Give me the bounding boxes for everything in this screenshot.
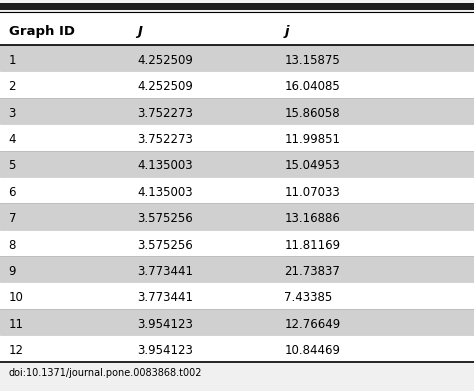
Text: 21.73837: 21.73837 [284, 265, 340, 278]
Text: Graph ID: Graph ID [9, 25, 74, 38]
Bar [0, 309, 474, 335]
Text: 3.954123: 3.954123 [137, 318, 193, 331]
Text: J: J [137, 25, 142, 38]
Bar [0, 12, 474, 45]
Text: 11: 11 [9, 318, 24, 331]
Text: 8: 8 [9, 239, 16, 251]
Text: 15.86058: 15.86058 [284, 107, 340, 120]
Text: 5: 5 [9, 160, 16, 172]
Text: 1: 1 [9, 54, 16, 67]
Text: 3.954123: 3.954123 [137, 344, 193, 357]
Bar [0, 230, 474, 256]
Text: 13.16886: 13.16886 [284, 212, 340, 225]
Text: 11.07033: 11.07033 [284, 186, 340, 199]
Bar [0, 256, 474, 282]
Bar [0, 335, 474, 362]
Bar [0, 203, 474, 230]
Text: 12.76649: 12.76649 [284, 318, 341, 331]
Text: 10: 10 [9, 291, 23, 304]
Text: 4.252509: 4.252509 [137, 80, 193, 93]
Bar [0, 3, 474, 10]
Text: doi:10.1371/journal.pone.0083868.t002: doi:10.1371/journal.pone.0083868.t002 [9, 368, 202, 378]
Text: 13.15875: 13.15875 [284, 54, 340, 67]
Text: 9: 9 [9, 265, 16, 278]
Text: 7: 7 [9, 212, 16, 225]
Text: 3.752273: 3.752273 [137, 133, 193, 146]
Text: j: j [284, 25, 289, 38]
Bar [0, 177, 474, 203]
Text: 7.43385: 7.43385 [284, 291, 333, 304]
Text: 11.99851: 11.99851 [284, 133, 340, 146]
Text: 4.135003: 4.135003 [137, 186, 193, 199]
Text: 15.04953: 15.04953 [284, 160, 340, 172]
Bar [0, 45, 474, 71]
Text: 12: 12 [9, 344, 24, 357]
Text: 4: 4 [9, 133, 16, 146]
Text: 2: 2 [9, 80, 16, 93]
Bar [0, 98, 474, 124]
Text: 3.773441: 3.773441 [137, 265, 193, 278]
Bar [0, 282, 474, 309]
Text: 16.04085: 16.04085 [284, 80, 340, 93]
Bar [0, 124, 474, 151]
Text: 6: 6 [9, 186, 16, 199]
Text: 4.252509: 4.252509 [137, 54, 193, 67]
Text: 3.773441: 3.773441 [137, 291, 193, 304]
Text: 3.752273: 3.752273 [137, 107, 193, 120]
Text: 10.84469: 10.84469 [284, 344, 340, 357]
Text: 3.575256: 3.575256 [137, 212, 193, 225]
Text: 3: 3 [9, 107, 16, 120]
Text: 4.135003: 4.135003 [137, 160, 193, 172]
Bar [0, 71, 474, 98]
Bar [0, 151, 474, 177]
Text: 11.81169: 11.81169 [284, 239, 340, 251]
Text: 3.575256: 3.575256 [137, 239, 193, 251]
